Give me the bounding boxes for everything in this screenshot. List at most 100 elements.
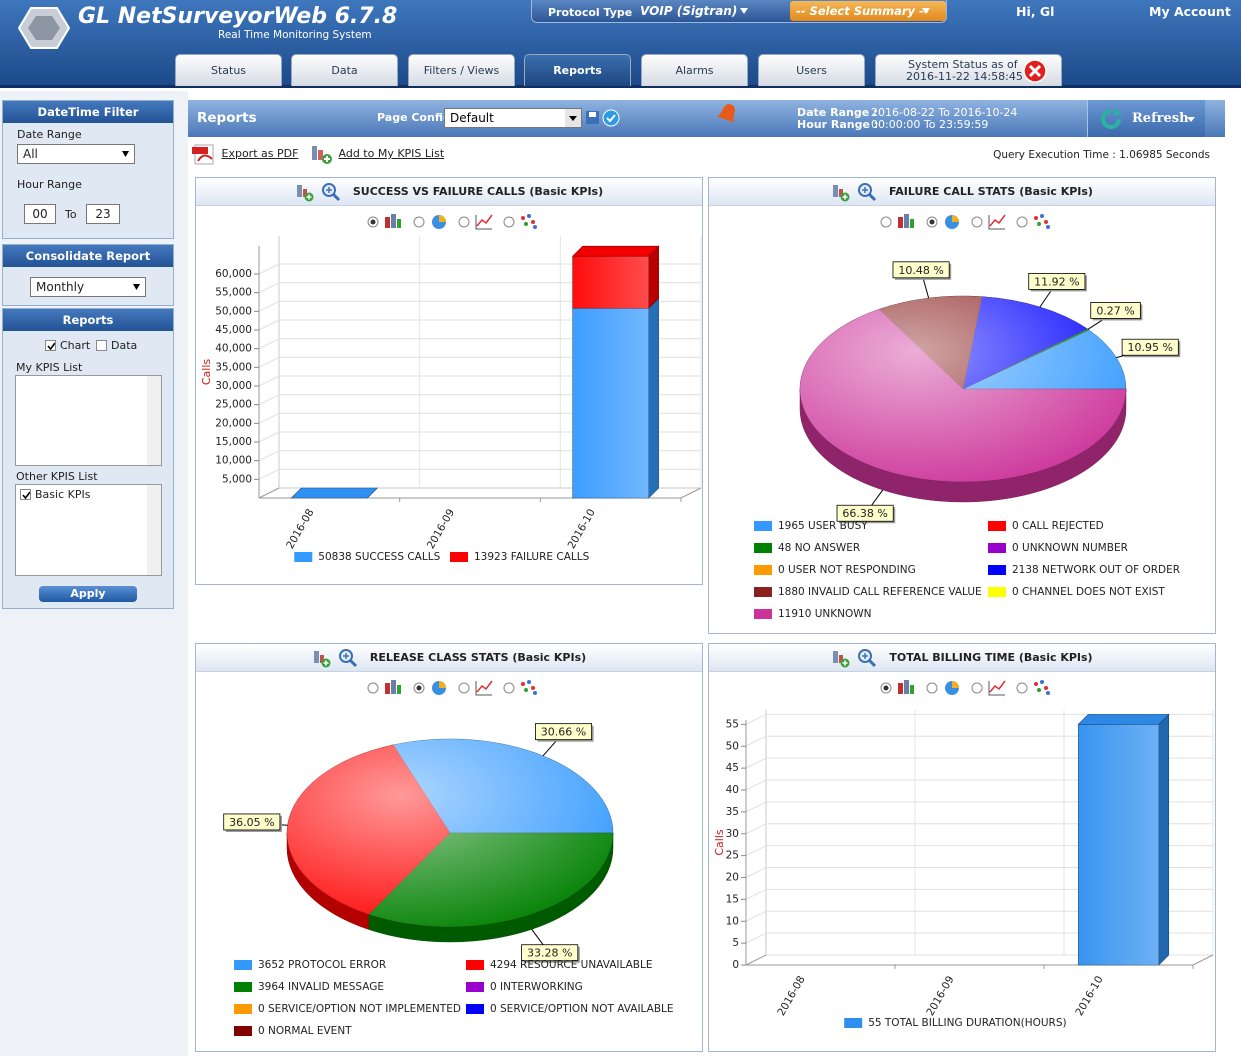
chart-type-option[interactable] — [926, 681, 959, 695]
y-tick-label: 25,000 — [215, 399, 252, 411]
tab[interactable]: Alarms — [641, 54, 748, 86]
tab[interactable]: Users — [758, 54, 865, 86]
my-kpis-list[interactable] — [15, 375, 162, 466]
dropdown-arrow — [133, 284, 140, 290]
protocol-select[interactable]: VOIP (Sigtran) — [640, 4, 738, 18]
chart-type-option[interactable] — [1016, 214, 1050, 229]
add-kpi-icon[interactable] — [831, 182, 851, 202]
icon — [521, 216, 525, 220]
chart-type-option[interactable] — [413, 215, 446, 229]
icon — [988, 681, 1005, 696]
chart-type-option[interactable] — [503, 680, 537, 695]
y-tick-label: 15,000 — [215, 436, 252, 448]
zoom-icon[interactable] — [338, 648, 358, 668]
x-tick-label: 2016-08 — [284, 507, 316, 551]
add-kpis[interactable]: Add to My KPIS List — [309, 143, 444, 165]
icon — [531, 220, 535, 224]
zoom-icon[interactable] — [857, 182, 877, 202]
legend-label: 1965 USER BUSY — [778, 520, 868, 532]
chart-option[interactable]: Chart — [45, 339, 90, 352]
label: Date Range : — [797, 106, 878, 119]
chart-type-option[interactable] — [926, 215, 959, 229]
export-pdf[interactable]: Export as PDF — [192, 143, 298, 165]
chart-panel: SUCCESS VS FAILURE CALLS (Basic KPIs) 5,0… — [195, 177, 703, 585]
config-icons[interactable] — [585, 109, 621, 127]
chart-type-option[interactable] — [458, 680, 493, 696]
tab[interactable]: Reports — [524, 54, 631, 86]
y-tick-label: 55 — [726, 718, 739, 730]
scrollbar — [147, 485, 161, 575]
chart-type-option[interactable] — [367, 680, 401, 694]
grid-line — [258, 450, 701, 462]
add-kpi-icon[interactable] — [831, 648, 851, 668]
apply-button[interactable]: Apply — [39, 586, 137, 602]
system-status: System Status as of 2016-11-22 14:58:45 — [875, 54, 1062, 86]
radio — [367, 682, 379, 694]
radio-dot — [416, 685, 422, 691]
checkbox — [45, 340, 56, 351]
chart-title: TOTAL BILLING TIME (Basic KPIs) — [889, 651, 1093, 664]
chart-type-option[interactable] — [971, 680, 1006, 696]
page-config-select[interactable]: Default — [444, 108, 582, 128]
add-kpi-icon[interactable] — [295, 182, 315, 202]
icon — [385, 217, 390, 228]
panel-title-bar: SUCCESS VS FAILURE CALLS (Basic KPIs) — [196, 178, 702, 206]
alarm-bell[interactable] — [714, 100, 740, 126]
radio — [880, 216, 892, 228]
chart-type-option[interactable] — [1016, 680, 1050, 695]
grid-line — [258, 282, 701, 294]
refresh-button[interactable]: Refresh — [1087, 100, 1205, 137]
grid-line — [258, 319, 701, 331]
panel-title-bar: FAILURE CALL STATS (Basic KPIs) — [709, 178, 1215, 206]
icon — [521, 682, 525, 686]
summary-select[interactable]: -- Select Summary -- — [790, 1, 946, 21]
icon — [1037, 222, 1041, 226]
legend-label: 0 USER NOT RESPONDING — [778, 564, 916, 576]
chart-type-option[interactable] — [367, 214, 401, 228]
chart-title: FAILURE CALL STATS (Basic KPIs) — [889, 185, 1093, 198]
toolbar-title: Reports — [197, 110, 257, 126]
icon — [1034, 216, 1038, 220]
kpi-item[interactable]: Basic KPIs — [20, 488, 90, 501]
scrollbar — [147, 376, 161, 465]
callout-box — [836, 504, 894, 522]
dropdown-arrow — [922, 8, 930, 14]
grid-line — [258, 300, 701, 312]
grid-line — [745, 757, 1213, 769]
tab[interactable]: Data — [291, 54, 398, 86]
bar-shine — [572, 256, 649, 309]
icon — [527, 214, 531, 218]
chart-type-option[interactable] — [503, 214, 537, 229]
legend-label: 0 NORMAL EVENT — [258, 1025, 352, 1037]
hour-from[interactable]: 00 — [24, 204, 56, 224]
consolidate-select[interactable]: Monthly — [30, 277, 146, 297]
chart-type-option[interactable] — [971, 214, 1006, 230]
reports-toolbar: Reports Page Config Default Date Range :… — [188, 100, 1225, 137]
chart-type-option[interactable] — [880, 680, 914, 694]
protocol-label: Protocol Type — [548, 6, 633, 19]
refresh-icon — [1101, 108, 1122, 129]
zoom-icon[interactable] — [321, 182, 341, 202]
tab[interactable]: Status — [175, 54, 282, 86]
radio-dot — [370, 219, 376, 225]
add-kpi-icon[interactable] — [312, 648, 332, 668]
other-kpis-list[interactable]: Basic KPIs — [15, 484, 162, 576]
radio — [503, 216, 515, 228]
dropdown-arrow — [1187, 117, 1195, 122]
tab[interactable]: Filters / Views — [408, 54, 515, 86]
zoom-icon[interactable] — [857, 648, 877, 668]
hour-to[interactable]: 23 — [86, 204, 120, 224]
date-range-select[interactable]: All — [17, 144, 135, 164]
data-label: 10.95 % — [1127, 341, 1172, 354]
chart-type-option[interactable] — [880, 214, 914, 228]
data-label: 0.27 % — [1096, 304, 1134, 317]
y-tick-label: 50,000 — [215, 305, 252, 317]
y-tick-label: 15 — [726, 893, 739, 905]
callout-box — [892, 261, 950, 279]
my-account[interactable]: My Account — [1149, 4, 1231, 19]
chart-type-option[interactable] — [458, 214, 493, 230]
chart-type-option[interactable] — [413, 681, 446, 695]
data-option[interactable]: Data — [96, 339, 137, 352]
legend-swatch — [234, 982, 252, 992]
